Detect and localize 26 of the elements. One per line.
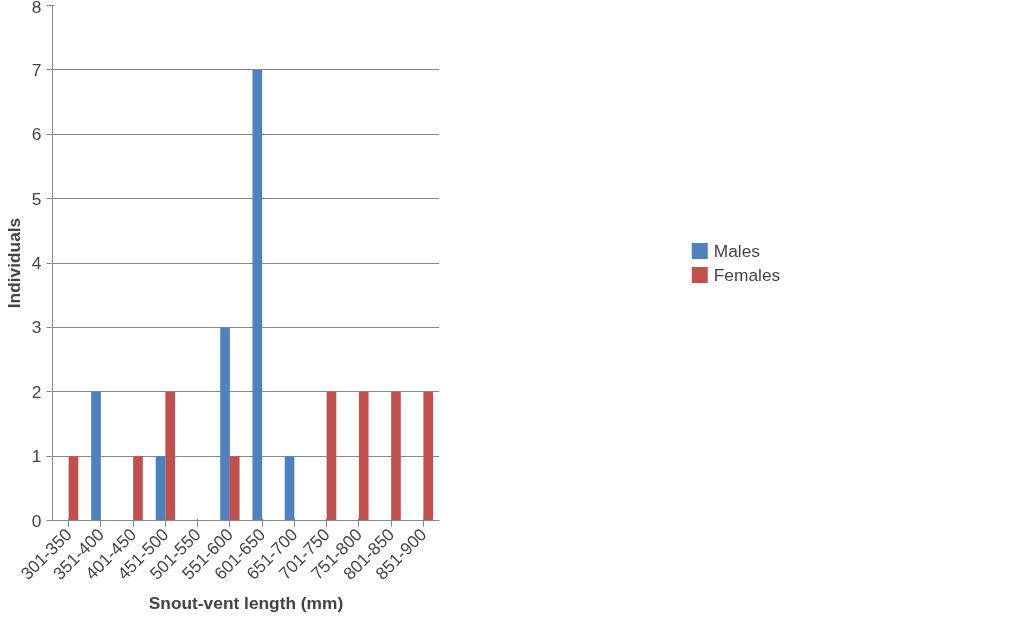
y-tick-label: 2 [31,381,42,402]
x-axis-title: Snout-vent length (mm) [148,592,344,613]
bar [284,456,295,521]
bar [391,391,401,521]
y-tick-label: 1 [31,446,42,467]
y-tick-label: 0 [31,510,42,531]
bar [165,391,176,521]
y-tick-label: 4 [31,253,42,273]
bar [220,327,230,521]
y-tick-label: 5 [31,188,42,209]
legend-label: Males [713,240,761,261]
bar [423,391,434,521]
y-tick-label: 8 [31,0,42,17]
bar [91,391,101,521]
bar [326,391,337,521]
bar [155,456,166,521]
legend-label: Females [713,264,781,285]
y-tick-label: 7 [31,59,42,80]
y-tick-label: 3 [31,317,42,338]
y-tick-label: 6 [31,124,42,145]
y-axis-title: Individuals [3,217,24,309]
bar [68,456,79,521]
bar [358,391,369,521]
bar [252,69,263,521]
bar [133,456,143,521]
bar [229,456,240,521]
